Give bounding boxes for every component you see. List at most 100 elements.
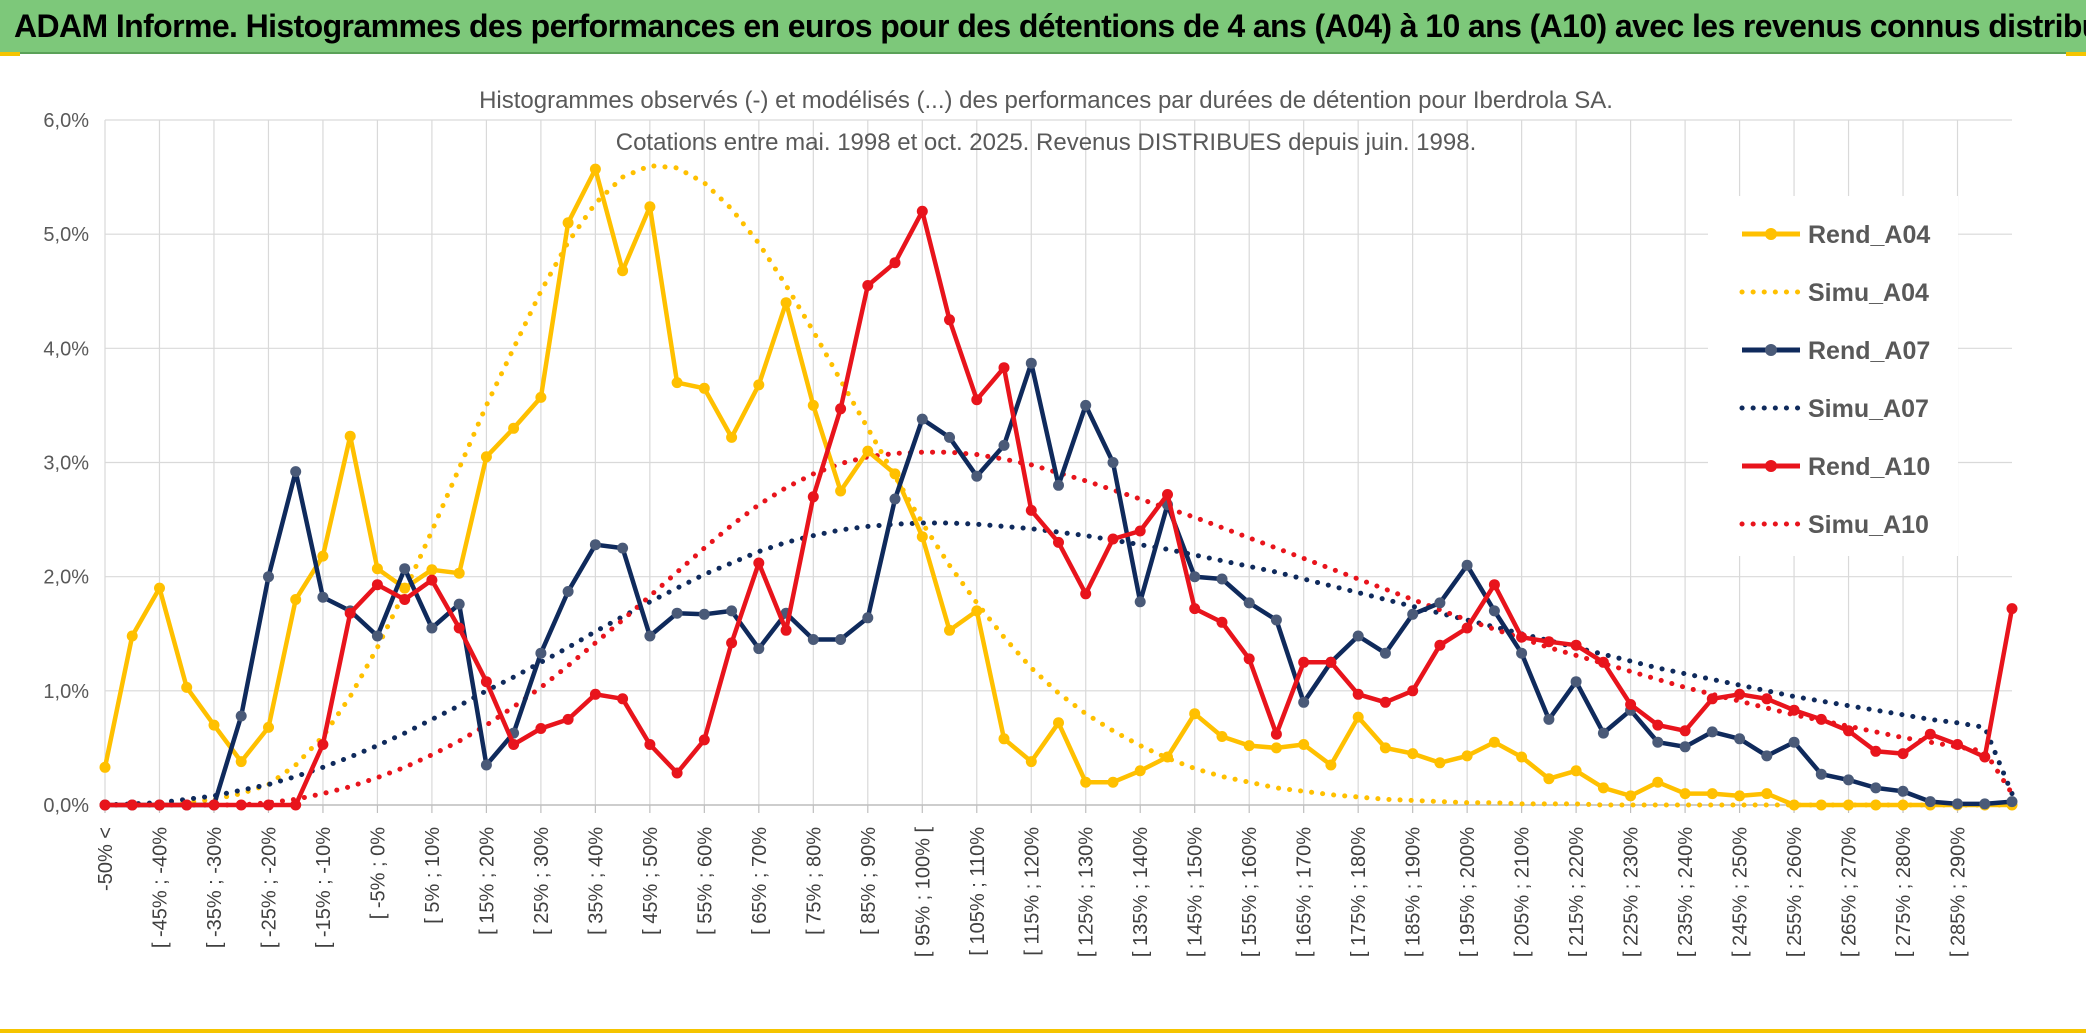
point-Rend_A04 bbox=[480, 451, 492, 463]
y-tick-label: 1,0% bbox=[43, 681, 89, 703]
series-group bbox=[99, 163, 2018, 811]
point-Rend_A04 bbox=[1053, 717, 1064, 729]
point-Rend_A04 bbox=[426, 564, 438, 576]
point-Rend_A07 bbox=[1189, 571, 1201, 583]
legend-item-Rend_A07: Rend_A07 bbox=[1742, 337, 1930, 365]
point-Rend_A07 bbox=[535, 647, 547, 659]
series-Simu_A07 bbox=[102, 520, 2015, 808]
point-Rend_A10 bbox=[1979, 751, 1991, 763]
point-Rend_A10 bbox=[208, 799, 220, 811]
x-tick-label: [ 185% ; 190% bbox=[1403, 827, 1425, 957]
x-tick-label: [ 55% ; 60% bbox=[694, 827, 716, 935]
point-Rend_A07 bbox=[753, 643, 765, 655]
point-Rend_A04 bbox=[1843, 799, 1854, 811]
point-Rend_A07 bbox=[589, 539, 601, 551]
point-Rend_A07 bbox=[916, 413, 928, 425]
point-Rend_A10 bbox=[1134, 525, 1146, 537]
legend-marker bbox=[1765, 460, 1777, 472]
point-Rend_A04 bbox=[889, 468, 901, 480]
point-Rend_A10 bbox=[1325, 656, 1337, 668]
legend-item-Rend_A04: Rend_A04 bbox=[1742, 221, 1930, 249]
point-Rend_A10 bbox=[1516, 631, 1528, 643]
point-Rend_A07 bbox=[1461, 559, 1473, 571]
point-Rend_A07 bbox=[1243, 597, 1255, 609]
x-tick-label: [ 155% ; 160% bbox=[1239, 827, 1261, 957]
point-Rend_A10 bbox=[1461, 622, 1473, 634]
x-tick-label: [ 235% ; 240% bbox=[1675, 827, 1697, 957]
point-Rend_A07 bbox=[1924, 796, 1936, 808]
point-Rend_A10 bbox=[780, 624, 792, 636]
point-Rend_A10 bbox=[698, 734, 710, 746]
point-Rend_A07 bbox=[317, 591, 329, 603]
x-tick-label: [ 255% ; 260% bbox=[1784, 827, 1806, 957]
point-Rend_A04 bbox=[126, 630, 138, 642]
y-tick-label: 2,0% bbox=[43, 567, 89, 589]
point-Rend_A10 bbox=[1216, 616, 1228, 628]
point-Rend_A10 bbox=[290, 799, 302, 811]
x-tick-label: [ 275% ; 280% bbox=[1893, 827, 1915, 957]
point-Rend_A04 bbox=[154, 582, 165, 594]
series-Rend_A10 bbox=[99, 205, 2018, 811]
point-Rend_A10 bbox=[99, 799, 111, 811]
point-Rend_A04 bbox=[535, 391, 547, 403]
point-Rend_A10 bbox=[862, 280, 874, 291]
point-Rend_A07 bbox=[1352, 630, 1364, 642]
point-Rend_A07 bbox=[1652, 736, 1664, 748]
y-tick-label: 0,0% bbox=[43, 795, 89, 817]
point-Rend_A10 bbox=[944, 314, 955, 326]
point-Rend_A07 bbox=[453, 598, 465, 610]
series-line-Simu_A10 bbox=[102, 449, 2015, 808]
point-Rend_A10 bbox=[1952, 739, 1963, 750]
point-Rend_A07 bbox=[1788, 736, 1800, 748]
point-Rend_A07 bbox=[2006, 796, 2018, 808]
point-Rend_A04 bbox=[1107, 776, 1119, 788]
series-Simu_A04 bbox=[102, 163, 2015, 808]
legend-marker bbox=[1765, 228, 1777, 240]
point-Rend_A04 bbox=[1815, 799, 1827, 811]
point-Rend_A04 bbox=[1516, 751, 1528, 763]
point-Rend_A04 bbox=[1734, 790, 1746, 802]
x-tick-label: [ 105% ; 110% bbox=[967, 827, 989, 956]
point-Rend_A04 bbox=[862, 445, 874, 457]
point-Rend_A07 bbox=[1734, 733, 1746, 745]
point-Rend_A04 bbox=[1434, 757, 1446, 769]
x-tick-label: [ 5% ; 10% bbox=[422, 827, 444, 924]
legend-item-Simu_A07: Simu_A07 bbox=[1739, 395, 1929, 423]
point-Rend_A07 bbox=[889, 493, 901, 505]
point-Rend_A04 bbox=[99, 761, 111, 773]
point-Rend_A10 bbox=[1625, 699, 1637, 710]
point-Rend_A07 bbox=[1053, 479, 1064, 491]
point-Rend_A07 bbox=[726, 605, 738, 617]
point-Rend_A10 bbox=[1080, 588, 1092, 600]
x-tick-label: [ 215% ; 220% bbox=[1566, 827, 1588, 957]
point-Rend_A10 bbox=[1298, 656, 1310, 668]
point-Rend_A10 bbox=[1053, 536, 1064, 548]
point-Rend_A07 bbox=[835, 634, 847, 645]
legend-label: Simu_A04 bbox=[1808, 279, 1929, 307]
point-Rend_A07 bbox=[1570, 676, 1582, 688]
x-tick-label: [ 265% ; 270% bbox=[1839, 827, 1861, 957]
x-tick-label: [ 35% ; 40% bbox=[585, 827, 607, 935]
point-Rend_A04 bbox=[562, 217, 574, 229]
point-Rend_A10 bbox=[480, 676, 492, 688]
point-Rend_A04 bbox=[1543, 773, 1555, 785]
point-Rend_A04 bbox=[1761, 788, 1773, 800]
point-Rend_A10 bbox=[971, 394, 983, 406]
corner-accent-left bbox=[0, 52, 20, 56]
point-Rend_A10 bbox=[1843, 725, 1854, 737]
point-Rend_A10 bbox=[426, 574, 438, 586]
point-Rend_A07 bbox=[263, 571, 274, 583]
point-Rend_A07 bbox=[1407, 608, 1419, 620]
x-tick-label: [ 15% ; 20% bbox=[476, 827, 498, 935]
point-Rend_A04 bbox=[235, 756, 247, 768]
point-Rend_A07 bbox=[290, 466, 302, 478]
point-Rend_A04 bbox=[1570, 765, 1582, 777]
point-Rend_A04 bbox=[1270, 742, 1282, 754]
point-Rend_A07 bbox=[562, 586, 574, 597]
point-Rend_A04 bbox=[1870, 799, 1882, 811]
legend-label: Simu_A07 bbox=[1808, 395, 1929, 423]
point-Rend_A04 bbox=[835, 485, 847, 497]
point-Rend_A07 bbox=[1080, 399, 1092, 411]
legend-label: Simu_A10 bbox=[1808, 511, 1929, 539]
